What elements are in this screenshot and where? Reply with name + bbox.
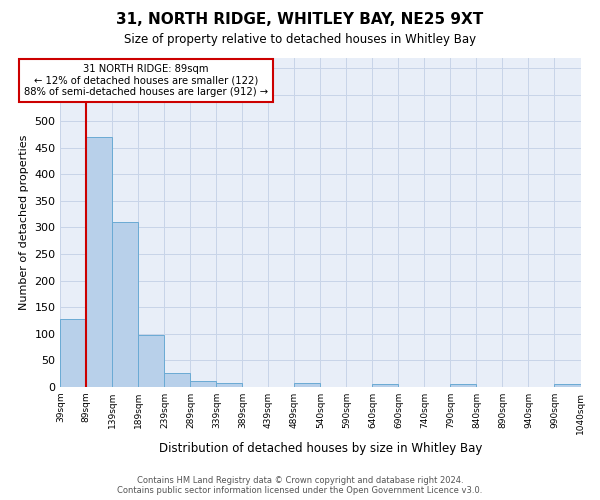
X-axis label: Distribution of detached houses by size in Whitley Bay: Distribution of detached houses by size … <box>159 442 482 455</box>
Text: Size of property relative to detached houses in Whitley Bay: Size of property relative to detached ho… <box>124 32 476 46</box>
Y-axis label: Number of detached properties: Number of detached properties <box>19 134 29 310</box>
Text: 31, NORTH RIDGE, WHITLEY BAY, NE25 9XT: 31, NORTH RIDGE, WHITLEY BAY, NE25 9XT <box>116 12 484 28</box>
Bar <box>86 137 112 387</box>
Bar <box>112 222 139 387</box>
Bar <box>61 319 86 387</box>
Bar <box>139 336 164 387</box>
Bar <box>451 384 476 387</box>
Bar <box>295 383 320 387</box>
Bar <box>164 373 190 387</box>
Bar <box>373 384 398 387</box>
Text: 31 NORTH RIDGE: 89sqm
← 12% of detached houses are smaller (122)
88% of semi-det: 31 NORTH RIDGE: 89sqm ← 12% of detached … <box>24 64 268 97</box>
Bar <box>190 382 217 387</box>
Text: Contains HM Land Registry data © Crown copyright and database right 2024.
Contai: Contains HM Land Registry data © Crown c… <box>118 476 482 495</box>
Bar <box>554 384 581 387</box>
Bar <box>217 383 242 387</box>
